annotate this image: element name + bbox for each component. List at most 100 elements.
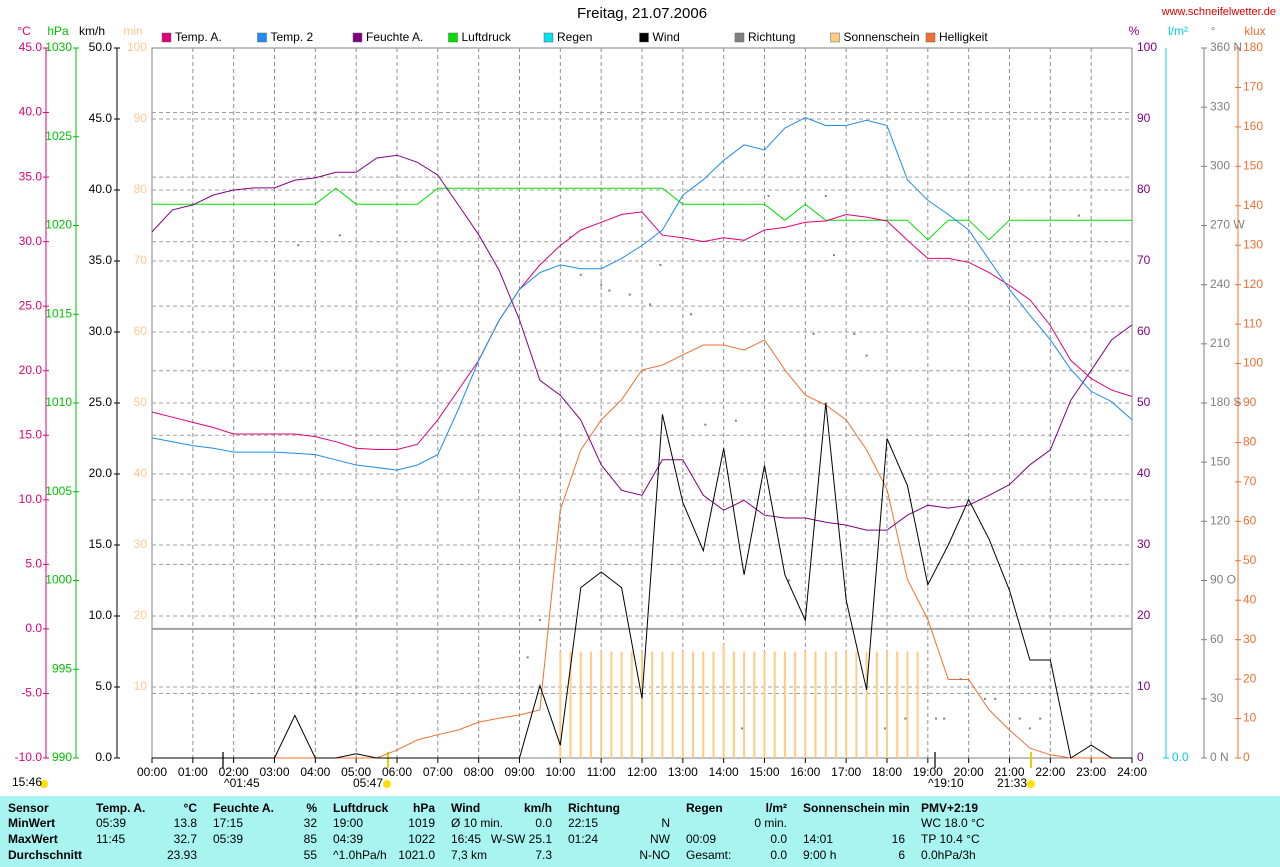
stats-cell: 32.7 <box>173 832 197 846</box>
direction-dot <box>297 244 300 247</box>
direction-dot <box>741 727 744 730</box>
legend-label: Regen <box>557 30 592 44</box>
y-tick-label: 240 <box>1210 277 1230 291</box>
x-tick-label: 10:00 <box>545 765 575 779</box>
y-tick-label: 170 <box>1243 80 1263 94</box>
stats-cell: W-SW 25.1 <box>490 832 552 846</box>
y-tick-label: 90 <box>1137 111 1151 125</box>
x-tick-label: 20:00 <box>954 765 984 779</box>
y-tick-label: 50.0 <box>89 40 113 54</box>
y-tick-label: 20 <box>1137 608 1151 622</box>
stats-cell: TP 10.4 °C <box>921 832 980 846</box>
y-tick-label: 100 <box>1137 40 1157 54</box>
y-tick-label: 0 <box>1243 750 1250 764</box>
stats-cell: Ø 10 min. <box>451 816 504 830</box>
y-tick-label: 50 <box>1137 395 1151 409</box>
y-tick-label: 100 <box>127 40 147 54</box>
y-tick-label: 30 <box>1243 632 1257 646</box>
x-tick-label: 02:00 <box>219 765 249 779</box>
y-tick-label: 1020 <box>45 218 72 232</box>
legend-swatch <box>352 32 363 43</box>
x-tick-label: 03:00 <box>259 765 289 779</box>
direction-dot <box>579 273 582 276</box>
y-tick-label: 990 <box>52 750 72 764</box>
y-tick-label: 60 <box>134 324 148 338</box>
x-tick-label: 07:00 <box>423 765 453 779</box>
y-tick-label: 1005 <box>45 484 72 498</box>
y-tick-label: 90 <box>134 111 148 125</box>
y-tick-label: 50 <box>134 395 148 409</box>
y-tick-label: 1025 <box>45 129 72 143</box>
x-tick-label: 14:00 <box>709 765 739 779</box>
legend-swatch <box>448 32 458 43</box>
y-tick-label: 80 <box>1137 182 1151 196</box>
y-tick-label: 130 <box>1243 237 1263 251</box>
x-tick-label: 17:00 <box>831 765 861 779</box>
legend-swatch <box>257 32 267 43</box>
stats-cell: 1019 <box>408 816 435 830</box>
y-tick-label: 150 <box>1210 454 1230 468</box>
y-tick-label: 10 <box>1243 711 1257 725</box>
x-tick-label: 00:00 <box>137 765 167 779</box>
direction-dot <box>690 313 692 316</box>
direction-dot <box>734 419 737 422</box>
x-tick-label: 12:00 <box>627 765 657 779</box>
stats-cell: 05:39 <box>213 832 244 846</box>
stats-cell: 32 <box>303 816 317 830</box>
x-tick-label: 11:00 <box>587 765 616 779</box>
direction-dot <box>935 717 937 720</box>
direction-dot <box>984 697 986 700</box>
stats-cell: 05:39 <box>96 816 127 830</box>
y-tick-label: 30 <box>1210 691 1224 705</box>
y-tick-label: 160 <box>1243 119 1263 133</box>
y-tick-label: 70 <box>1243 474 1257 488</box>
axis-unit: km/h <box>79 24 105 38</box>
stats-cell: Feuchte A. <box>213 801 274 815</box>
y-tick-label: 5.0 <box>95 679 112 693</box>
stats-cell: 17:15 <box>213 816 244 830</box>
direction-dot <box>883 727 886 730</box>
x-tick-label: 24:00 <box>1117 765 1147 779</box>
y-tick-label: 10.0 <box>89 608 113 622</box>
stats-cell: PMV+2:19 <box>921 801 979 815</box>
stats-cell: Temp. A. <box>96 801 146 815</box>
stats-cell: 22:15 <box>568 816 599 830</box>
stats-cell: MinWert <box>8 816 56 830</box>
stats-cell: 1021.0 <box>398 848 435 862</box>
y-tick-label: 180 S <box>1210 395 1241 409</box>
x-tick-label: 19:00 <box>913 765 943 779</box>
direction-dot <box>704 423 707 426</box>
direction-dot <box>943 717 946 720</box>
stats-cell: km/h <box>523 801 552 815</box>
y-tick-label: 210 <box>1210 336 1230 350</box>
axis-unit: hPa <box>47 24 69 38</box>
stats-cell: 14:01 <box>803 832 834 846</box>
stats-cell: 16 <box>891 832 905 846</box>
stats-cell: ^1.0hPa/h <box>333 848 387 862</box>
legend-label: Luftdruck <box>462 30 512 44</box>
y-tick-label: 60 <box>1210 632 1224 646</box>
direction-dot <box>1039 717 1042 720</box>
legend-swatch <box>543 32 554 43</box>
y-tick-label: 15.0 <box>19 427 43 441</box>
legend-label: Temp. 2 <box>271 30 314 44</box>
legend-label: Helligkeit <box>939 30 988 44</box>
stats-cell: Regen <box>686 801 723 815</box>
x-tick-label: 06:00 <box>382 765 412 779</box>
y-tick-label: 30.0 <box>19 234 43 248</box>
y-tick-label: -10.0 <box>15 750 43 764</box>
direction-dot <box>812 332 815 335</box>
stats-cell: l/m² <box>765 801 787 815</box>
y-tick-label: 1030 <box>45 40 72 54</box>
direction-dot <box>788 579 790 582</box>
direction-dot <box>649 303 652 306</box>
axis-unit: l/m² <box>1168 24 1188 38</box>
x-tick-label: 16:00 <box>790 765 820 779</box>
y-tick-label: 50 <box>1243 553 1257 567</box>
direction-dot <box>994 697 997 700</box>
direction-dot <box>959 678 962 681</box>
source: www.schneifelwetter.de <box>1161 6 1276 18</box>
y-tick-label: 60 <box>1243 514 1257 528</box>
y-tick-label: 120 <box>1243 277 1263 291</box>
